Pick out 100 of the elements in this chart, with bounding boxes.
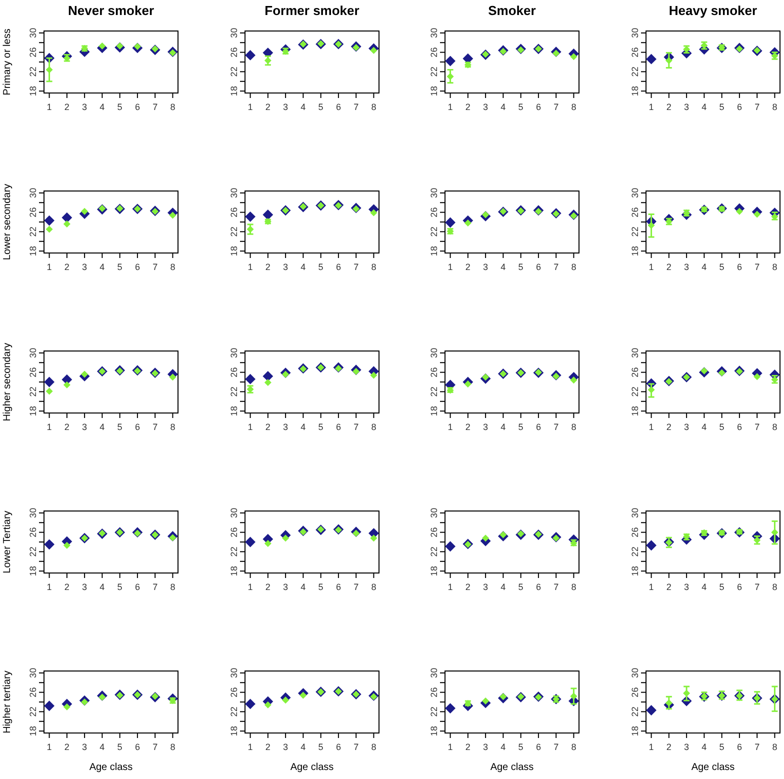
x-tick-label: 8 <box>772 422 778 432</box>
x-tick-label: 3 <box>283 742 288 752</box>
x-tick-label: 5 <box>117 742 122 752</box>
y-tick-label: 26 <box>630 367 640 378</box>
x-tick-label: 3 <box>283 102 288 112</box>
x-tick-label: 5 <box>719 102 724 112</box>
x-tick-label: 6 <box>536 262 541 272</box>
x-tick-label: 2 <box>666 422 672 432</box>
x-tick-label: 8 <box>371 582 376 592</box>
x-tick-label: 7 <box>354 582 359 592</box>
y-tick-label: 30 <box>28 188 38 198</box>
x-tick-label: 3 <box>483 422 488 432</box>
x-tick-label: 7 <box>754 262 760 272</box>
x-tick-label: 4 <box>100 102 105 112</box>
y-tick-label: 22 <box>28 66 38 77</box>
y-tick-label: 18 <box>630 726 640 736</box>
x-tick-label: 2 <box>666 102 672 112</box>
y-tick-label: 22 <box>429 226 439 237</box>
x-tick-label: 7 <box>754 742 760 752</box>
x-tick-label: 8 <box>170 582 176 592</box>
y-tick-label: 18 <box>229 726 239 736</box>
x-tick-label: 6 <box>736 742 742 752</box>
y-tick-label: 18 <box>429 566 439 576</box>
y-tick-label: 30 <box>630 348 640 358</box>
y-tick-label: 26 <box>630 527 640 538</box>
x-tick-label: 1 <box>648 582 654 592</box>
x-tick-label: 2 <box>265 582 270 592</box>
x-axis-title: Age class <box>290 762 334 773</box>
x-tick-label: 5 <box>719 742 724 752</box>
y-tick-label: 18 <box>28 86 38 96</box>
y-axis-title: Primary or less <box>2 28 13 96</box>
x-tick-label: 7 <box>754 102 760 112</box>
y-tick-label: 22 <box>229 546 239 557</box>
y-tick-label: 30 <box>28 348 38 358</box>
x-tick-label: 4 <box>300 102 306 112</box>
x-tick-label: 5 <box>117 102 122 112</box>
x-tick-label: 8 <box>772 582 778 592</box>
x-tick-label: 8 <box>772 742 778 752</box>
x-tick-label: 1 <box>248 422 253 432</box>
x-tick-label: 5 <box>518 102 524 112</box>
x-tick-label: 1 <box>248 582 253 592</box>
x-tick-label: 3 <box>483 582 488 592</box>
x-tick-label: 7 <box>152 422 158 432</box>
x-tick-label: 2 <box>465 422 470 432</box>
x-tick-label: 5 <box>719 582 724 592</box>
x-tick-label: 4 <box>702 102 707 112</box>
x-tick-label: 3 <box>82 262 88 272</box>
x-tick-label: 3 <box>684 102 690 112</box>
y-tick-label: 30 <box>429 508 439 518</box>
y-tick-label: 30 <box>28 28 38 38</box>
y-tick-label: 26 <box>28 367 38 378</box>
chart-title: Former smoker <box>264 3 360 18</box>
x-tick-label: 4 <box>300 582 306 592</box>
y-tick-label: 22 <box>229 226 239 237</box>
y-tick-label: 30 <box>630 508 640 518</box>
x-tick-label: 5 <box>117 262 122 272</box>
x-tick-label: 1 <box>448 582 453 592</box>
y-tick-label: 26 <box>630 687 640 698</box>
x-tick-label: 8 <box>772 102 778 112</box>
x-tick-label: 2 <box>465 582 470 592</box>
x-tick-label: 7 <box>152 582 158 592</box>
x-tick-label: 3 <box>684 742 690 752</box>
x-tick-label: 1 <box>248 102 253 112</box>
y-tick-label: 18 <box>429 406 439 416</box>
y-axis-title: Lower secondary <box>2 184 13 260</box>
x-tick-label: 4 <box>500 262 506 272</box>
y-tick-label: 26 <box>28 687 38 698</box>
y-tick-label: 26 <box>630 207 640 218</box>
y-tick-label: 30 <box>229 508 239 518</box>
x-tick-label: 6 <box>736 262 742 272</box>
y-tick-label: 26 <box>429 47 439 58</box>
x-tick-label: 3 <box>82 422 88 432</box>
x-tick-label: 5 <box>318 102 324 112</box>
y-axis-title: Lower Tertiary <box>2 510 13 574</box>
x-tick-label: 1 <box>648 262 654 272</box>
x-tick-label: 1 <box>46 102 52 112</box>
x-tick-label: 7 <box>754 582 760 592</box>
x-tick-label: 3 <box>483 742 488 752</box>
y-tick-label: 22 <box>229 66 239 77</box>
x-tick-label: 8 <box>571 742 576 752</box>
y-tick-label: 18 <box>630 86 640 96</box>
chart-title: Smoker <box>488 3 536 18</box>
x-tick-label: 6 <box>336 262 341 272</box>
y-tick-label: 22 <box>229 386 239 397</box>
x-tick-label: 1 <box>648 422 654 432</box>
x-tick-label: 6 <box>536 582 541 592</box>
y-tick-label: 26 <box>28 527 38 538</box>
y-tick-label: 30 <box>229 348 239 358</box>
y-tick-label: 26 <box>429 207 439 218</box>
x-tick-label: 2 <box>265 742 270 752</box>
x-tick-label: 3 <box>82 102 88 112</box>
y-tick-label: 22 <box>28 226 38 237</box>
y-tick-label: 26 <box>229 207 239 218</box>
y-tick-label: 22 <box>28 386 38 397</box>
x-tick-label: 2 <box>666 742 672 752</box>
x-tick-label: 4 <box>500 582 506 592</box>
y-tick-label: 30 <box>429 668 439 678</box>
y-tick-label: 30 <box>28 668 38 678</box>
x-tick-label: 7 <box>152 102 158 112</box>
x-tick-label: 3 <box>684 422 690 432</box>
